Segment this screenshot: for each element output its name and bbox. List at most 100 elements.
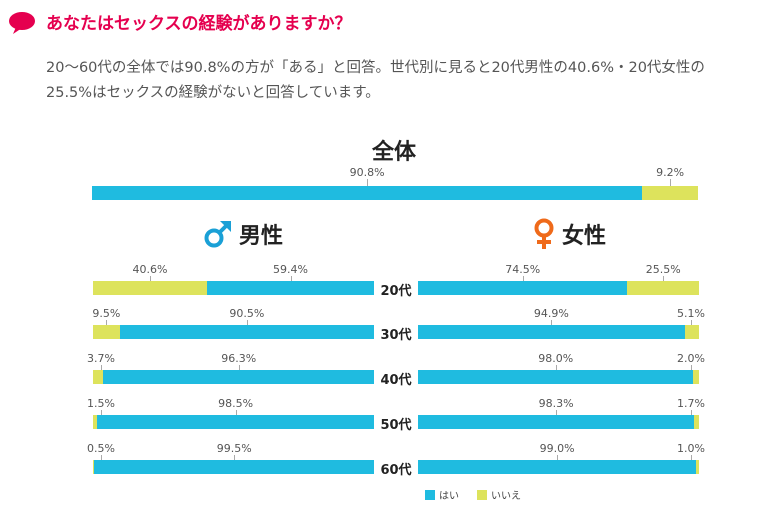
male-30代-yes-tick	[246, 320, 248, 325]
male-40代-yes-segment	[103, 370, 374, 384]
male-30代-no-tick	[106, 320, 108, 325]
female-30代-no-segment	[684, 325, 699, 339]
female-50代-yes-segment	[418, 415, 695, 429]
male-50代-yes-value-label: 98.5%	[218, 397, 254, 410]
female-40代-no-value-label: 2.0%	[677, 352, 705, 365]
female-20代-no-tick	[663, 276, 665, 281]
male-20代-no-value-label: 40.6%	[132, 263, 168, 276]
male-20代-bar	[93, 281, 374, 295]
male-60代-bar	[93, 460, 374, 474]
speech-bubble-icon	[8, 11, 36, 35]
male-heading: 男性	[203, 218, 283, 250]
male-60代-yes-value-label: 99.5%	[216, 442, 252, 455]
male-40代-no-tick	[101, 365, 102, 370]
male-30代-yes-segment	[119, 325, 374, 339]
male-20代-yes-tick	[290, 276, 292, 281]
overall-yes-value-label: 90.8%	[349, 166, 385, 179]
male-50代-yes-tick	[235, 410, 237, 415]
female-50代-no-value-label: 1.7%	[677, 397, 705, 410]
female-heading: 女性	[532, 218, 606, 250]
age-category-label: 30代	[380, 328, 412, 343]
female-30代-no-value-label: 5.1%	[677, 307, 705, 320]
female-50代-yes-value-label: 98.3%	[538, 397, 574, 410]
female-60代-yes-tick	[557, 455, 559, 460]
female-label: 女性	[562, 224, 607, 249]
overall-bar	[92, 186, 698, 200]
male-40代-yes-value-label: 96.3%	[221, 352, 257, 365]
male-40代-bar	[93, 370, 374, 384]
legend-swatch-no	[477, 489, 487, 500]
female-20代-bar	[418, 281, 699, 295]
description-text: 20〜60代の全体では90.8%の方が「ある」と回答。世代別に見ると20代男性の…	[46, 60, 705, 101]
male-50代-no-value-label: 1.5%	[87, 397, 115, 410]
female-30代-bar	[418, 325, 699, 339]
female-20代-yes-segment	[418, 281, 628, 295]
legend-label-yes: はい	[439, 491, 459, 502]
female-20代-yes-value-label: 74.5%	[505, 263, 541, 276]
female-60代-yes-segment	[418, 460, 697, 474]
male-50代-yes-segment	[97, 415, 374, 429]
male-20代-no-segment	[93, 281, 208, 295]
overall-yes-tick	[367, 179, 369, 186]
male-30代-bar	[93, 325, 374, 339]
female-40代-no-tick	[691, 365, 692, 370]
legend-item-no: いいえ	[477, 487, 521, 502]
female-30代-yes-tick	[551, 320, 553, 325]
male-40代-no-value-label: 3.7%	[87, 352, 115, 365]
female-50代-yes-tick	[556, 410, 558, 415]
male-60代-yes-tick	[234, 455, 236, 460]
age-category-label: 40代	[380, 373, 412, 388]
female-40代-bar	[418, 370, 699, 384]
legend-swatch-yes	[425, 489, 435, 500]
female-50代-bar	[418, 415, 699, 429]
female-20代-no-value-label: 25.5%	[645, 263, 681, 276]
male-60代-yes-segment	[94, 460, 374, 474]
female-50代-no-segment	[694, 415, 699, 429]
male-50代-no-tick	[101, 410, 102, 415]
female-60代-yes-value-label: 99.0%	[539, 442, 575, 455]
male-30代-no-segment	[93, 325, 120, 339]
male-label: 男性	[239, 224, 284, 249]
male-20代-yes-segment	[207, 281, 374, 295]
male-icon	[203, 219, 233, 249]
legend-item-yes: はい	[425, 487, 459, 502]
female-icon	[532, 218, 556, 250]
female-60代-no-segment	[696, 460, 699, 474]
overall-no-tick	[670, 179, 672, 186]
age-category-label: 20代	[380, 284, 412, 299]
male-60代-no-tick	[101, 455, 102, 460]
male-40代-yes-tick	[238, 365, 240, 370]
female-40代-no-segment	[693, 370, 699, 384]
female-20代-no-segment	[627, 281, 699, 295]
female-60代-no-value-label: 1.0%	[677, 442, 705, 455]
overall-no-segment	[642, 186, 698, 200]
female-40代-yes-segment	[418, 370, 694, 384]
legend-label-no: いいえ	[491, 491, 521, 502]
female-30代-yes-value-label: 94.9%	[533, 307, 569, 320]
overall-heading: 全体	[372, 140, 417, 165]
legend: はい いいえ	[425, 487, 521, 502]
male-20代-yes-value-label: 59.4%	[273, 263, 309, 276]
overall-no-value-label: 9.2%	[656, 166, 685, 179]
female-30代-yes-segment	[418, 325, 685, 339]
female-40代-yes-tick	[555, 365, 557, 370]
female-40代-yes-value-label: 98.0%	[538, 352, 574, 365]
female-30代-no-tick	[691, 320, 692, 325]
male-60代-no-value-label: 0.5%	[87, 442, 115, 455]
page-title: あなたはセックスの経験がありますか？	[46, 14, 352, 34]
female-20代-yes-tick	[522, 276, 524, 281]
male-30代-no-value-label: 9.5%	[92, 307, 121, 320]
female-50代-no-tick	[691, 410, 692, 415]
female-60代-bar	[418, 460, 699, 474]
male-20代-no-tick	[150, 276, 152, 281]
male-30代-yes-value-label: 90.5%	[229, 307, 265, 320]
male-60代-no-segment	[93, 460, 95, 474]
age-category-label: 60代	[380, 463, 412, 478]
female-60代-no-tick	[691, 455, 692, 460]
male-40代-no-segment	[93, 370, 104, 384]
male-50代-bar	[93, 415, 374, 429]
age-category-label: 50代	[380, 418, 412, 433]
overall-yes-segment	[92, 186, 643, 200]
male-50代-no-segment	[93, 415, 98, 429]
